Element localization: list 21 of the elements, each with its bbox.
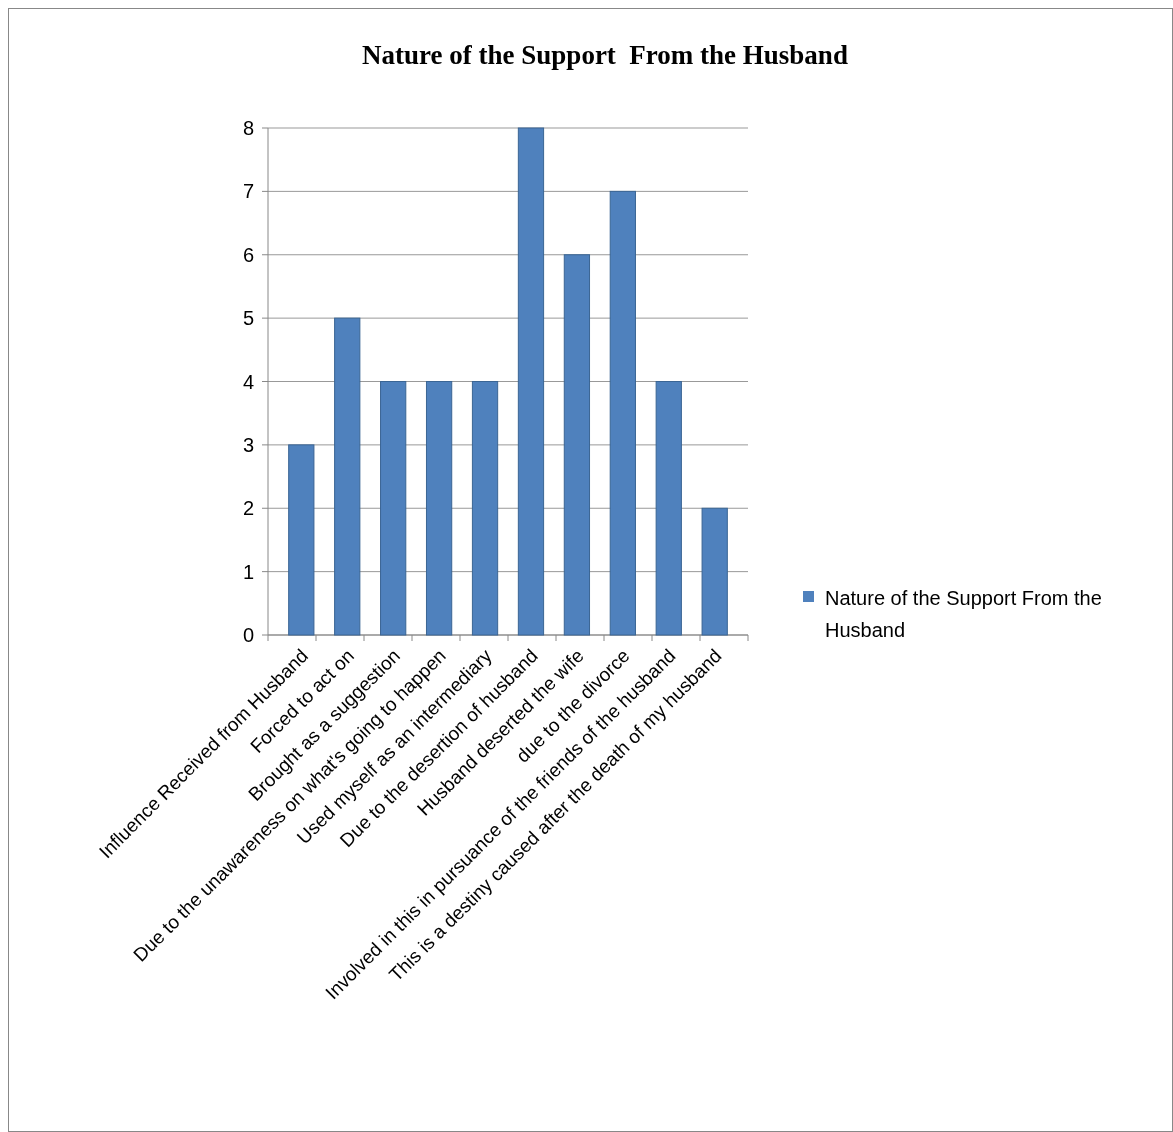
bar [380,381,407,636]
bar [655,381,682,636]
y-tick-label: 1 [242,560,254,583]
bar [563,254,591,636]
y-tick-label: 5 [242,307,254,330]
bar [701,507,728,636]
chart-title: Nature of the Support From the Husband [362,40,848,70]
bar [425,381,453,636]
bar [288,444,315,636]
y-tick-label: 4 [242,370,254,393]
bar [334,317,361,636]
y-tick-label: 0 [242,624,254,646]
y-tick-label: 3 [242,433,254,456]
bar [517,127,545,636]
y-tick-label: 8 [242,117,254,139]
legend-label: Nature of the Support From the Husband [825,587,1102,641]
y-tick-label: 7 [242,180,254,203]
y-tick-label: 2 [242,497,254,520]
bar [609,190,636,636]
bar [471,381,499,636]
y-tick-label: 6 [242,243,254,266]
